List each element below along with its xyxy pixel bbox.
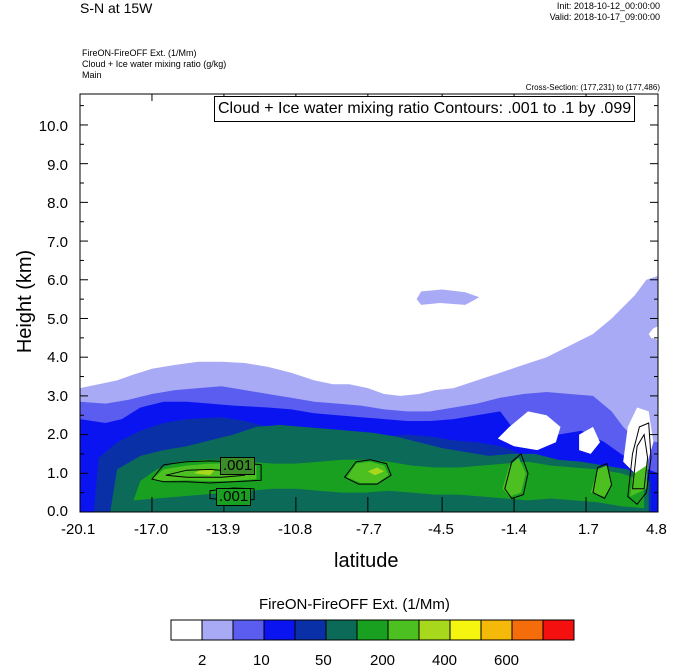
colorbar: [170, 619, 575, 641]
colorbar-swatch: [263, 619, 296, 641]
y-tick-label: 5.0: [47, 311, 68, 328]
colorbar-label: 600: [494, 652, 520, 669]
colorbar-label: 10: [253, 652, 270, 669]
plot-title: S-N at 15W: [80, 0, 153, 16]
y-tick-label: 0.0: [47, 503, 68, 520]
y-tick-label: 1.0: [47, 465, 68, 482]
field-main-label: Main: [82, 70, 102, 80]
contour-line: [631, 433, 649, 490]
field-descriptions: FireON-FireOFF Ext. (1/Mm) Cloud + Ice w…: [82, 48, 226, 81]
contour-lines: [151, 422, 652, 506]
contour-label-upper: .001: [220, 457, 256, 475]
colorbar-label: 50: [315, 652, 332, 669]
shaded-region: [367, 467, 385, 476]
y-tick-label: 4.0: [47, 349, 68, 366]
plot-frame: [79, 93, 659, 513]
shaded-region: [416, 289, 480, 305]
x-tick-label: -10.8: [278, 521, 313, 538]
shaded-region: [648, 326, 658, 340]
colorbar-swatch: [480, 619, 513, 641]
x-tick-label: -1.4: [501, 521, 527, 538]
x-tick-label: -20.1: [61, 521, 96, 538]
y-tick-label: 2.0: [47, 426, 68, 443]
colorbar-swatch: [449, 619, 482, 641]
colorbar-swatch: [356, 619, 389, 641]
colorbar-swatch: [201, 619, 234, 641]
colorbar-label: 400: [432, 652, 458, 669]
colorbar-swatch: [387, 619, 420, 641]
x-tick-label: -17.0: [134, 521, 169, 538]
colorbar-swatch: [325, 619, 358, 641]
y-axis-label: Height (km): [14, 249, 37, 354]
shaded-region: [193, 468, 215, 476]
colorbar-swatch: [170, 619, 203, 641]
shaded-region: [497, 411, 561, 451]
valid-time: Valid: 2018-10-17_09:00:00: [549, 12, 660, 22]
y-tick-label: 8.0: [47, 195, 68, 212]
contour-label-lower: .001: [216, 488, 252, 506]
contour-line: [592, 462, 613, 500]
contour-info-box: Cloud + Ice water mixing ratio Contours:…: [214, 96, 636, 122]
colorbar-swatch: [232, 619, 265, 641]
contour-line: [343, 459, 392, 485]
y-tick-label: 10.0: [38, 118, 68, 135]
shaded-region: [502, 457, 526, 497]
colorbar-swatch: [418, 619, 451, 641]
shaded-region: [579, 426, 600, 454]
x-axis-label: latitude: [334, 550, 399, 572]
cross-section-label: Cross-Section: (177,231) to (177,486): [525, 83, 660, 92]
colorbar-swatch: [294, 619, 327, 641]
x-tick-label: -7.7: [356, 521, 382, 538]
init-valid-times: Init: 2018-10-12_00:00:00 Valid: 2018-10…: [550, 1, 660, 23]
init-time: Init: 2018-10-12_00:00:00: [556, 1, 660, 11]
x-tick-label: 1.7: [578, 521, 599, 538]
field-extinction-label: FireON-FireOFF Ext. (1/Mm): [82, 48, 197, 58]
colorbar-label: 200: [370, 652, 396, 669]
colorbar-label: 2: [198, 652, 207, 669]
y-tick-label: 6.0: [47, 272, 68, 289]
field-cloud-ice-label: Cloud + Ice water mixing ratio (g/kg): [82, 59, 227, 69]
y-tick-label: 9.0: [47, 157, 68, 174]
x-tick-label: -4.5: [428, 521, 454, 538]
y-tick-label: 3.0: [47, 388, 68, 405]
colorbar-swatch: [542, 619, 575, 641]
y-tick-label: 7.0: [47, 234, 68, 251]
contour-line: [151, 460, 262, 484]
x-tick-label: 4.8: [646, 521, 667, 538]
contour-line: [627, 422, 652, 506]
x-tick-label: -13.9: [206, 521, 241, 538]
shaded-region: [346, 461, 389, 483]
shaded-region: [590, 465, 612, 497]
colorbar-swatch: [511, 619, 544, 641]
colorbar-title: FireON-FireOFF Ext. (1/Mm): [259, 596, 450, 613]
contour-line: [504, 453, 529, 500]
